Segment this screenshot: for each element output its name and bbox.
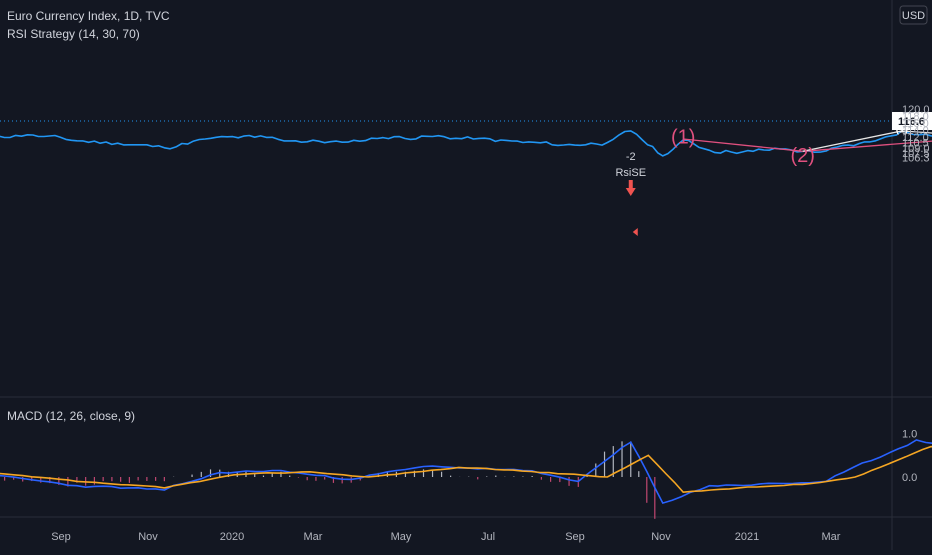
signal-count-label: -2 (626, 151, 636, 163)
macd-tick-label: 0.0 (902, 472, 917, 484)
signal-name-label: RsiSE (615, 167, 646, 179)
price-tick-label: 120.0 (902, 104, 930, 116)
price-tick-label: 114.0 (902, 125, 929, 137)
time-tick-label: Mar (304, 531, 323, 543)
time-tick-label: Jul (481, 531, 495, 543)
time-tick-label: Sep (51, 531, 71, 543)
price-tick-label: 112.0 (902, 132, 929, 144)
macd-signal-line[interactable] (0, 416, 932, 494)
wave-label-major[interactable]: (1) (671, 126, 695, 148)
last-price-badge[interactable] (892, 111, 932, 130)
wave-label-major[interactable]: (2) (791, 145, 815, 167)
symbol-title[interactable]: Euro Currency Index, 1D, TVC (7, 9, 170, 23)
macd-tick-label: 1.0 (902, 429, 917, 441)
last-price-label[interactable]: 116.6 (898, 116, 925, 128)
time-tick-label: May (391, 531, 412, 543)
price-tick-label: 110.5 (902, 138, 929, 150)
time-tick-label: Nov (651, 531, 671, 543)
price-tick-label: 116.0 (902, 118, 929, 130)
time-tick-label: Mar (822, 531, 841, 543)
time-tick-label: Nov (138, 531, 158, 543)
price-tick-label: 107.5 (902, 148, 930, 160)
macd-title[interactable]: MACD (12, 26, close, 9) (7, 409, 136, 423)
macd-pane[interactable] (0, 410, 932, 519)
price-pane[interactable]: 116.6(1)(2)(3)(4)(5)(1)(2)(3)(4)(5)-2Rsi… (0, 97, 932, 236)
wave-label-minor[interactable]: (1) (896, 124, 908, 135)
time-tick-label: Sep (565, 531, 585, 543)
price-tick-label: 118.0 (902, 111, 929, 123)
currency-badge[interactable] (899, 5, 928, 25)
signal-marker-icon (632, 228, 638, 236)
macd-line[interactable] (0, 410, 932, 505)
price-tick-label: 106.3 (902, 152, 930, 164)
elliott-wave-pink-path[interactable] (683, 110, 932, 152)
price-tick-label: 109.0 (902, 143, 930, 155)
price-series-line[interactable] (0, 111, 932, 157)
time-tick-label: 2021 (735, 531, 759, 543)
axes: 106.3107.5109.0110.5112.0114.0116.0118.0… (51, 5, 930, 543)
currency-label[interactable]: USD (902, 10, 925, 22)
strategy-title[interactable]: RSI Strategy (14, 30, 70) (7, 27, 140, 41)
elliott-wave-white-path[interactable] (802, 109, 932, 152)
time-tick-label: 2020 (220, 531, 244, 543)
short-signal-arrow-icon (625, 180, 636, 196)
